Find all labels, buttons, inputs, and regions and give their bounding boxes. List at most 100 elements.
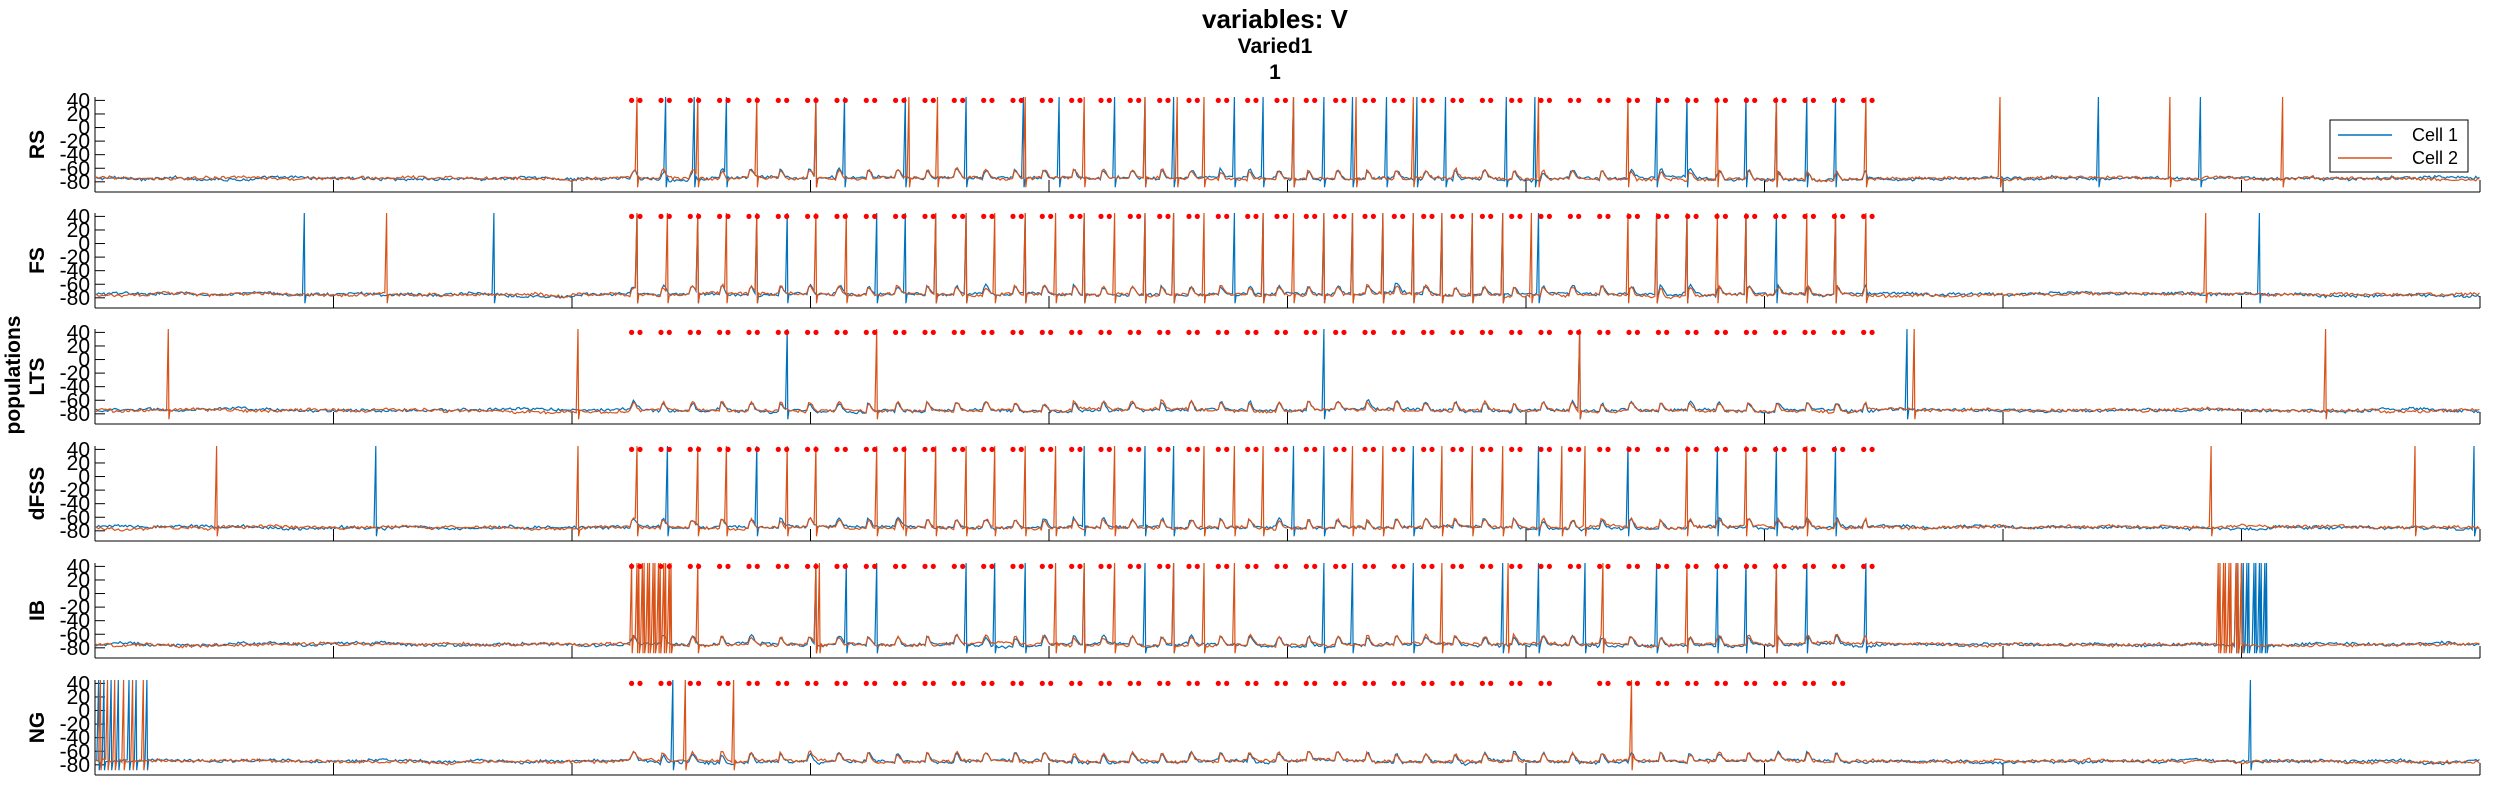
drive-marker [922,97,928,103]
drive-marker [1479,446,1485,452]
drive-marker [893,329,899,335]
drive-marker [989,97,995,103]
drive-marker [1253,446,1259,452]
y-tick-label: 40 [67,205,90,228]
drive-marker [1634,680,1640,687]
drive-marker [1605,213,1611,219]
drive-marker [1274,563,1280,570]
drive-marker [1186,213,1192,219]
drive-marker [1303,680,1309,687]
drive-marker [1605,563,1611,570]
drive-marker [1421,446,1427,452]
drive-marker [1069,213,1075,219]
drive-marker [981,213,987,219]
drive-marker [1421,213,1427,219]
y-tick-label: 0 [78,583,90,606]
drive-marker [1312,213,1318,219]
drive-marker [717,680,723,687]
drive-marker [1224,97,1230,103]
drive-marker [1077,329,1083,335]
drive-marker [1517,213,1523,219]
drive-marker [1106,213,1112,219]
drive-marker [658,97,664,103]
series-cell-1-trace [94,212,2480,304]
drive-marker [1546,213,1552,219]
drive-marker [725,97,731,103]
drive-marker [1194,97,1200,103]
drive-marker [1861,563,1867,570]
drive-marker [1362,446,1368,452]
drive-marker [1165,446,1171,452]
drive-marker [1312,563,1318,570]
drive-marker [1576,329,1582,335]
drive-marker [960,446,966,452]
drive-marker [1538,329,1544,335]
drive-marker [1752,329,1758,335]
panel-label: LTS [26,357,49,395]
drive-marker [863,213,869,219]
drive-marker [1215,680,1221,687]
drive-marker [1421,329,1427,335]
y-tick-label: 0 [78,117,90,140]
drive-marker [1224,563,1230,570]
drive-marker [1546,97,1552,103]
y-tick-label: -20 [60,596,90,619]
drive-marker [1018,563,1024,570]
y-tick-label: -60 [60,506,90,529]
drive-marker [775,446,781,452]
y-tick-label: -40 [60,376,90,399]
series-cell-1-trace [94,96,2480,188]
drive-marker [1634,97,1640,103]
drive-marker [1362,97,1368,103]
drive-marker [1245,213,1251,219]
drive-marker [1576,213,1582,219]
drive-marker [1274,680,1280,687]
drive-marker [666,329,672,335]
y-tick-label: 40 [67,555,90,578]
drive-marker [1773,563,1779,570]
drive-marker [863,680,869,687]
drive-marker [717,563,723,570]
drive-marker [1274,446,1280,452]
drive-marker [775,97,781,103]
legend-label-cell-1: Cell 1 [2412,125,2458,145]
drive-marker [1626,563,1632,570]
drive-marker [834,446,840,452]
drive-marker [1810,446,1816,452]
drive-marker [658,213,664,219]
drive-marker [754,213,760,219]
drive-marker [1655,563,1661,570]
drive-marker [1186,446,1192,452]
panel-label: IB [26,600,49,621]
drive-marker [1048,97,1054,103]
drive-marker [1655,446,1661,452]
legend-label-cell-2: Cell 2 [2412,148,2458,168]
drive-marker [1567,329,1573,335]
drive-marker [1400,213,1406,219]
drive-marker [989,680,995,687]
drive-marker [1400,97,1406,103]
drive-marker [1194,213,1200,219]
drive-marker [1136,563,1142,570]
drive-marker [754,680,760,687]
drive-marker [1546,446,1552,452]
drive-marker [1077,563,1083,570]
drive-marker [1517,329,1523,335]
drive-marker [1450,97,1456,103]
drive-marker [1597,563,1603,570]
drive-marker [1039,680,1045,687]
drive-marker [805,563,811,570]
drive-marker [1215,446,1221,452]
drive-marker [1215,213,1221,219]
drive-marker [1312,446,1318,452]
drive-marker [842,446,848,452]
drive-marker [1597,446,1603,452]
y-tick-label: 40 [67,672,90,695]
drive-marker [754,97,760,103]
drive-marker [930,329,936,335]
y-tick-label: -20 [60,362,90,385]
drive-marker [1215,97,1221,103]
